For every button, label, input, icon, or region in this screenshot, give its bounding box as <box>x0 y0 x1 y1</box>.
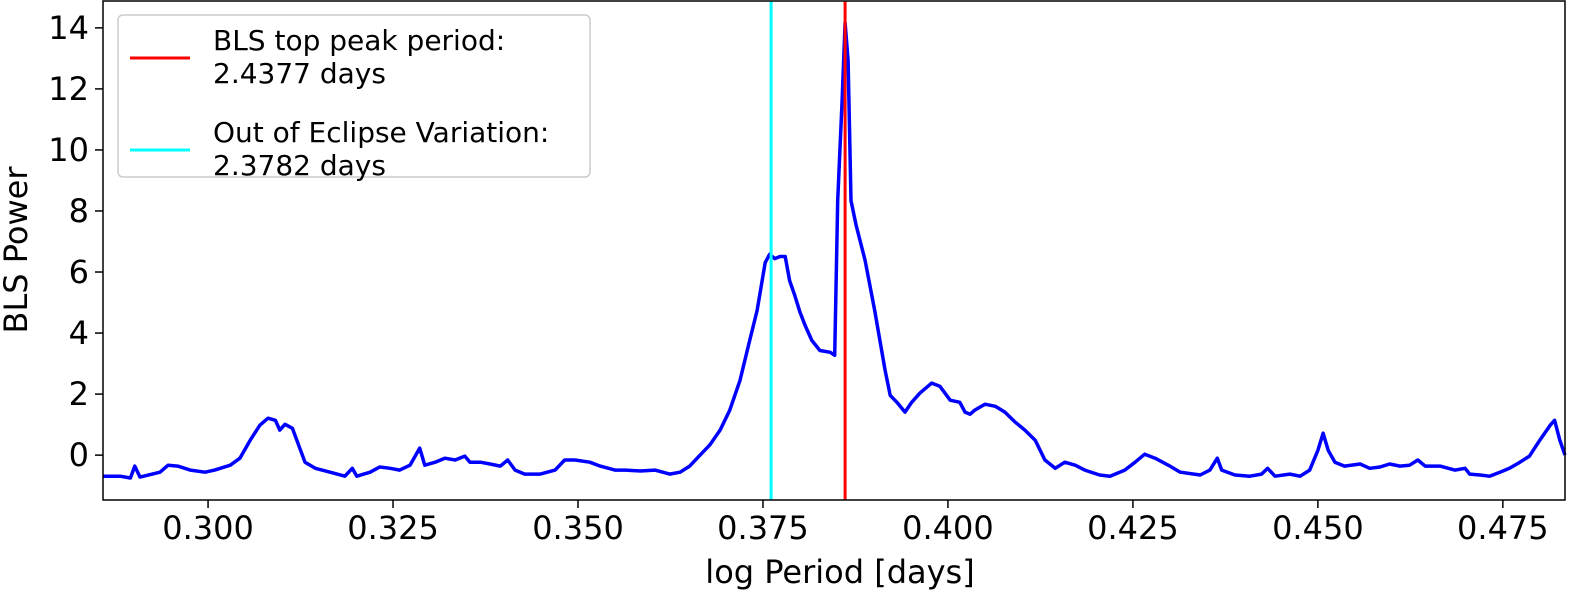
y-tick-label: 0 <box>69 436 89 474</box>
y-tick-label: 10 <box>48 131 89 169</box>
y-axis-label: BLS Power <box>0 166 35 334</box>
plot-frame <box>102 0 1566 501</box>
y-tick-label: 8 <box>69 192 89 230</box>
legend-box <box>117 14 591 178</box>
x-tick-label: 0.475 <box>1457 509 1549 547</box>
x-tick-label: 0.375 <box>717 509 809 547</box>
x-tick-label: 0.350 <box>532 509 624 547</box>
data-line <box>103 21 1567 480</box>
legend-label: BLS top peak period: 2.4377 days <box>213 24 505 90</box>
y-tick-label: 4 <box>69 314 89 352</box>
x-tick-label: 0.300 <box>162 509 254 547</box>
x-tick-label: 0.400 <box>902 509 994 547</box>
legend-label: Out of Eclipse Variation: 2.3782 days <box>213 116 549 182</box>
x-tick-label: 0.325 <box>347 509 439 547</box>
y-tick-label: 6 <box>69 253 89 291</box>
x-axis-label: log Period [days] <box>705 553 974 591</box>
y-tick-label: 12 <box>48 70 89 108</box>
y-tick-label: 14 <box>48 9 89 47</box>
x-tick-label: 0.450 <box>1272 509 1364 547</box>
x-tick-label: 0.425 <box>1087 509 1179 547</box>
y-tick-label: 2 <box>69 375 89 413</box>
